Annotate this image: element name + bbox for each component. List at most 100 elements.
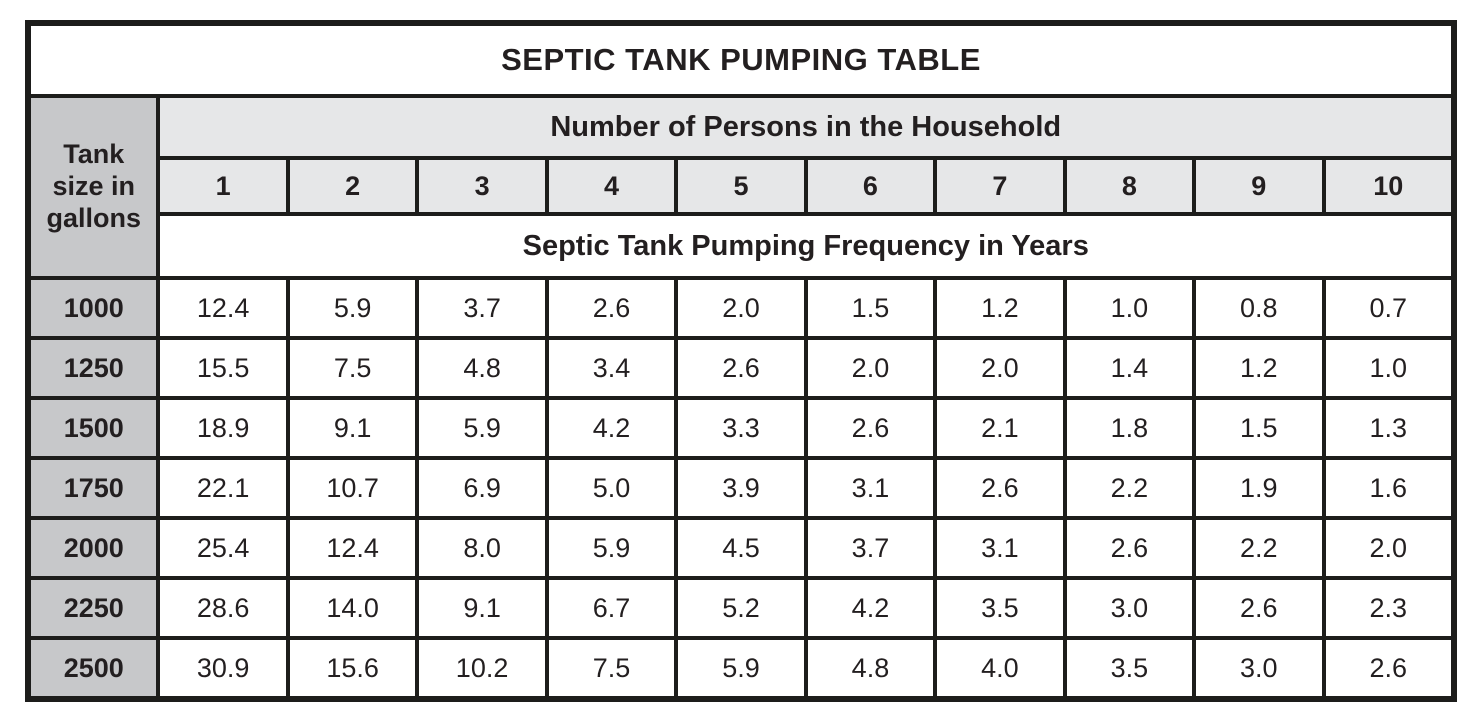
row-header-1750: 1750 — [26, 456, 161, 520]
frequency-cell: 4.2 — [803, 576, 938, 640]
frequency-cell: 1.6 — [1321, 456, 1456, 520]
frequency-sub-header: Septic Tank Pumping Frequency in Years — [156, 212, 1455, 280]
frequency-cell: 5.0 — [544, 456, 679, 520]
frequency-cell: 3.4 — [544, 336, 679, 400]
frequency-cell: 2.0 — [1321, 516, 1456, 580]
column-header-6: 6 — [803, 156, 938, 216]
frequency-cell: 9.1 — [415, 576, 549, 640]
frequency-cell: 25.4 — [156, 516, 290, 580]
frequency-cell: 14.0 — [285, 576, 420, 640]
frequency-cell: 0.7 — [1321, 276, 1456, 340]
frequency-cell: 5.2 — [674, 576, 808, 640]
frequency-cell: 2.6 — [1321, 636, 1456, 700]
table-row: 1000 12.4 5.9 3.7 2.6 2.0 1.5 1.2 1.0 0.8 0.7 — [26, 276, 1456, 340]
frequency-cell: 1.0 — [1062, 276, 1197, 340]
frequency-cell: 5.9 — [544, 516, 679, 580]
frequency-cell: 9.1 — [285, 396, 420, 460]
frequency-cell: 12.4 — [285, 516, 420, 580]
frequency-cell: 2.6 — [803, 396, 938, 460]
frequency-cell: 5.9 — [674, 636, 808, 700]
column-header-3: 3 — [415, 156, 549, 216]
group-header-row: Tank size in gallons Number of Persons i… — [26, 94, 1455, 280]
septic-tank-pumping-table: SEPTIC TANK PUMPING TABLE Tank size in g… — [26, 22, 1456, 700]
frequency-cell: 3.5 — [1062, 636, 1197, 700]
row-header-1000: 1000 — [26, 276, 161, 340]
frequency-cell: 10.2 — [415, 636, 549, 700]
persons-group-header: Number of Persons in the Household — [156, 94, 1455, 160]
frequency-cell: 3.7 — [415, 276, 549, 340]
frequency-cell: 0.8 — [1192, 276, 1326, 340]
frequency-cell: 2.2 — [1062, 456, 1197, 520]
frequency-cell: 3.1 — [803, 456, 938, 520]
row-header-2250: 2250 — [26, 576, 161, 640]
table-row: 1250 15.5 7.5 4.8 3.4 2.6 2.0 2.0 1.4 1.2 1.0 — [26, 336, 1456, 400]
frequency-cell: 2.6 — [544, 276, 679, 340]
frequency-cell: 2.0 — [933, 336, 1067, 400]
frequency-cell: 28.6 — [156, 576, 290, 640]
frequency-cell: 3.5 — [933, 576, 1067, 640]
column-header-9: 9 — [1192, 156, 1326, 216]
frequency-cell: 3.7 — [803, 516, 938, 580]
frequency-cell: 3.3 — [674, 396, 808, 460]
row-header-1250: 1250 — [26, 336, 161, 400]
column-numbers-row: 1 2 3 4 5 6 7 8 9 10 — [29, 156, 1456, 216]
frequency-cell: 7.5 — [285, 336, 420, 400]
frequency-cell: 2.2 — [1192, 516, 1326, 580]
frequency-cell: 12.4 — [156, 276, 290, 340]
frequency-cell: 3.9 — [674, 456, 808, 520]
frequency-cell: 15.6 — [285, 636, 420, 700]
column-header-10: 10 — [1321, 156, 1456, 216]
frequency-cell: 10.7 — [285, 456, 420, 520]
column-header-1: 1 — [156, 156, 290, 216]
frequency-cell: 6.9 — [415, 456, 549, 520]
frequency-cell: 4.2 — [544, 396, 679, 460]
corner-header-tank-size: Tank size in gallons — [26, 94, 161, 280]
frequency-cell: 3.0 — [1062, 576, 1197, 640]
table-row: 1750 22.1 10.7 6.9 5.0 3.9 3.1 2.6 2.2 1.9 1.6 — [26, 456, 1456, 520]
table-row: 2500 30.9 15.6 10.2 7.5 5.9 4.8 4.0 3.5 3.0 2.6 — [26, 636, 1456, 700]
frequency-cell: 2.3 — [1321, 576, 1456, 640]
table-row: 2000 25.4 12.4 8.0 5.9 4.5 3.7 3.1 2.6 2.2 2.0 — [26, 516, 1456, 580]
frequency-cell: 2.0 — [803, 336, 938, 400]
frequency-cell: 5.9 — [285, 276, 420, 340]
frequency-cell: 2.1 — [933, 396, 1067, 460]
frequency-cell: 1.4 — [1062, 336, 1197, 400]
column-header-7: 7 — [933, 156, 1067, 216]
frequency-cell: 3.0 — [1192, 636, 1326, 700]
frequency-cell: 4.0 — [933, 636, 1067, 700]
row-header-2000: 2000 — [26, 516, 161, 580]
frequency-cell: 30.9 — [156, 636, 290, 700]
frequency-cell: 1.5 — [1192, 396, 1326, 460]
frequency-cell: 1.0 — [1321, 336, 1456, 400]
row-header-2500: 2500 — [26, 636, 161, 700]
frequency-cell: 1.8 — [1062, 396, 1197, 460]
column-header-8: 8 — [1062, 156, 1197, 216]
title-row: SEPTIC TANK PUMPING TABLE — [27, 22, 1455, 98]
frequency-cell: 15.5 — [156, 336, 290, 400]
row-header-1500: 1500 — [26, 396, 161, 460]
sub-header-row: Septic Tank Pumping Frequency in Years — [29, 212, 1455, 280]
frequency-cell: 2.6 — [1062, 516, 1197, 580]
frequency-cell: 5.9 — [415, 396, 549, 460]
table-title: SEPTIC TANK PUMPING TABLE — [27, 22, 1455, 98]
frequency-cell: 2.6 — [933, 456, 1067, 520]
frequency-cell: 4.8 — [803, 636, 938, 700]
table-row: 2250 28.6 14.0 9.1 6.7 5.2 4.2 3.5 3.0 2.6 2.3 — [26, 576, 1456, 640]
frequency-cell: 18.9 — [156, 396, 290, 460]
column-header-5: 5 — [674, 156, 808, 216]
frequency-cell: 1.3 — [1321, 396, 1456, 460]
frequency-cell: 4.8 — [415, 336, 549, 400]
frequency-cell: 4.5 — [674, 516, 808, 580]
frequency-cell: 8.0 — [415, 516, 549, 580]
frequency-cell: 2.6 — [674, 336, 808, 400]
frequency-cell: 1.2 — [1192, 336, 1326, 400]
frequency-cell: 2.0 — [674, 276, 808, 340]
septic-table-frame: SEPTIC TANK PUMPING TABLE Tank size in g… — [25, 20, 1457, 702]
corner-header-label: Tank size in gallons — [46, 139, 141, 233]
frequency-cell: 22.1 — [156, 456, 290, 520]
frequency-cell: 6.7 — [544, 576, 679, 640]
frequency-cell: 1.9 — [1192, 456, 1326, 520]
column-header-4: 4 — [544, 156, 679, 216]
table-body: 1000 12.4 5.9 3.7 2.6 2.0 1.5 1.2 1.0 0.8 0.7 1250 1… — [26, 276, 1456, 700]
